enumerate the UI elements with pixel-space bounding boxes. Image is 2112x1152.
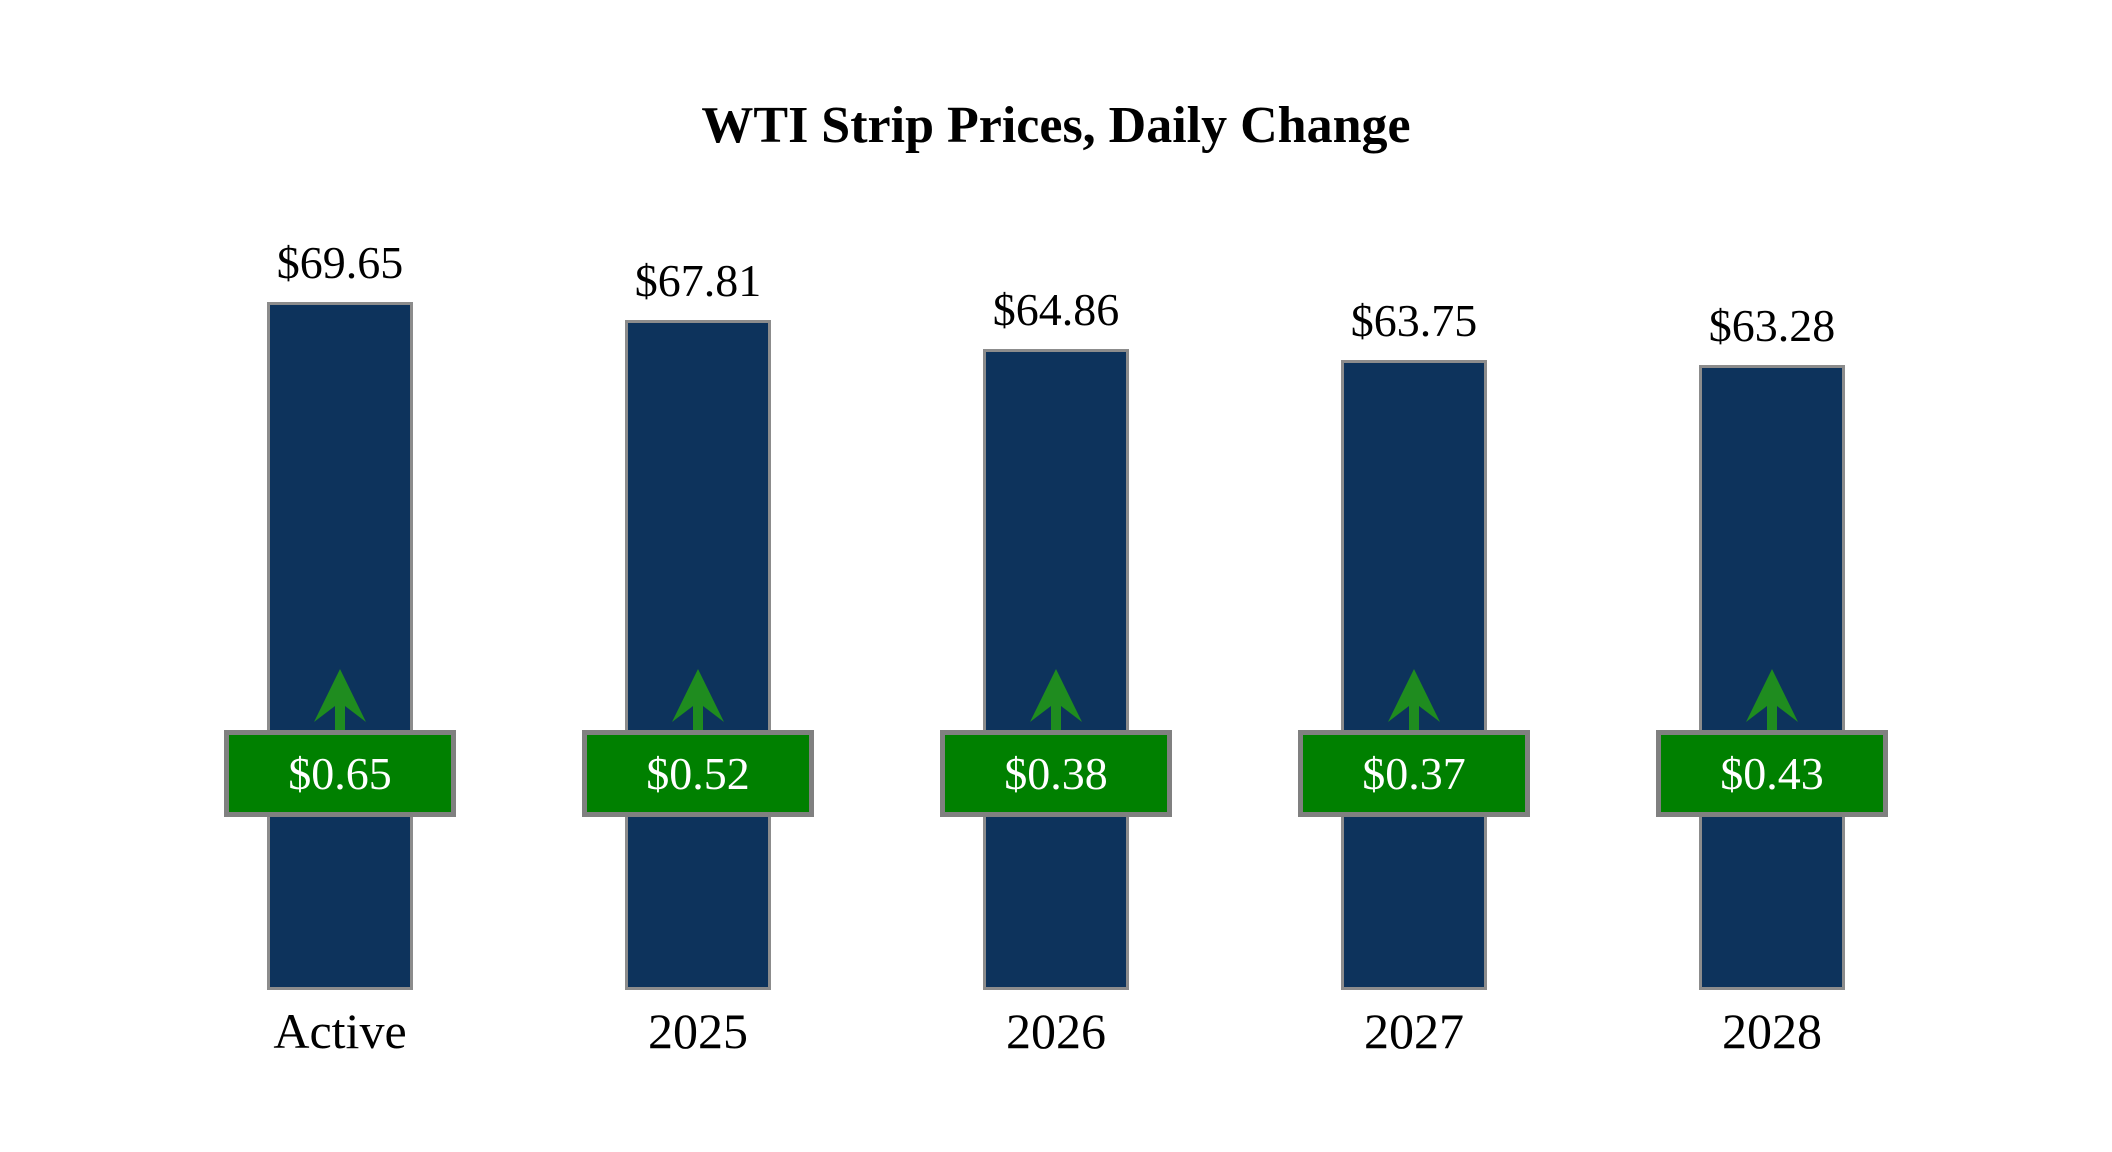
price-bar (267, 302, 413, 990)
bar-value-label: $69.65 (276, 237, 404, 288)
category-label: 2027 (1364, 1003, 1464, 1059)
category-label: Active (273, 1003, 407, 1059)
up-arrow-icon (1746, 669, 1798, 736)
change-badge-label: $0.43 (1720, 747, 1824, 799)
up-arrow-icon (314, 669, 366, 736)
price-bar (1341, 360, 1487, 990)
change-badge: $0.38 (940, 730, 1172, 817)
change-badge: $0.37 (1298, 730, 1530, 817)
category-label: 2028 (1722, 1003, 1822, 1059)
category-label: 2025 (648, 1003, 748, 1059)
change-badge: $0.43 (1656, 730, 1888, 817)
bar-value-label: $63.28 (1708, 300, 1836, 351)
change-badge: $0.65 (224, 730, 456, 817)
up-arrow-icon (1388, 669, 1440, 736)
up-arrow-icon (1030, 669, 1082, 736)
change-badge-label: $0.38 (1004, 747, 1108, 799)
bar-value-label: $63.75 (1350, 295, 1478, 346)
change-badge: $0.52 (582, 730, 814, 817)
change-badge-label: $0.52 (646, 747, 750, 799)
bar-value-label: $64.86 (992, 284, 1120, 335)
change-badge-label: $0.65 (288, 747, 392, 799)
bar-value-label: $67.81 (634, 255, 762, 306)
up-arrow-icon (672, 669, 724, 736)
chart-title: WTI Strip Prices, Daily Change (701, 97, 1411, 154)
price-bar (625, 320, 771, 990)
category-label: 2026 (1006, 1003, 1106, 1059)
change-badge-label: $0.37 (1362, 747, 1466, 799)
